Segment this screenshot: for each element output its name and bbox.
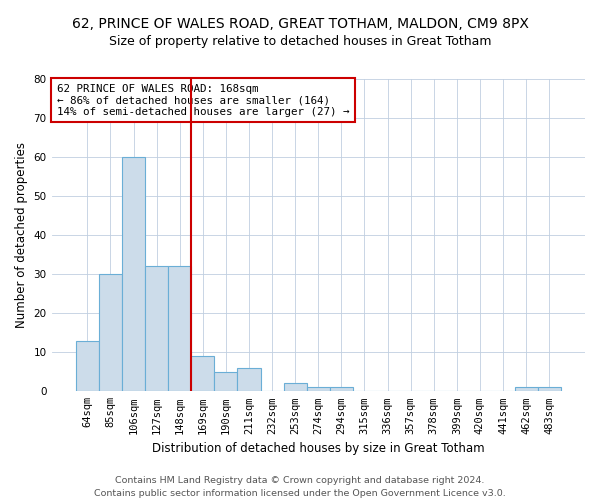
Bar	[168, 266, 191, 392]
Text: Contains HM Land Registry data © Crown copyright and database right 2024.: Contains HM Land Registry data © Crown c…	[115, 476, 485, 485]
Bar	[122, 157, 145, 392]
Bar	[76, 340, 99, 392]
X-axis label: Distribution of detached houses by size in Great Totham: Distribution of detached houses by size …	[152, 442, 485, 455]
Bar	[284, 384, 307, 392]
Bar	[99, 274, 122, 392]
Bar	[538, 388, 561, 392]
Text: Contains public sector information licensed under the Open Government Licence v3: Contains public sector information licen…	[94, 488, 506, 498]
Bar	[307, 388, 330, 392]
Bar	[330, 388, 353, 392]
Bar	[515, 388, 538, 392]
Bar	[214, 372, 238, 392]
Bar	[191, 356, 214, 392]
Bar	[238, 368, 260, 392]
Text: 62, PRINCE OF WALES ROAD, GREAT TOTHAM, MALDON, CM9 8PX: 62, PRINCE OF WALES ROAD, GREAT TOTHAM, …	[71, 18, 529, 32]
Y-axis label: Number of detached properties: Number of detached properties	[15, 142, 28, 328]
Text: Size of property relative to detached houses in Great Totham: Size of property relative to detached ho…	[109, 35, 491, 48]
Text: 62 PRINCE OF WALES ROAD: 168sqm
← 86% of detached houses are smaller (164)
14% o: 62 PRINCE OF WALES ROAD: 168sqm ← 86% of…	[57, 84, 349, 117]
Bar	[145, 266, 168, 392]
